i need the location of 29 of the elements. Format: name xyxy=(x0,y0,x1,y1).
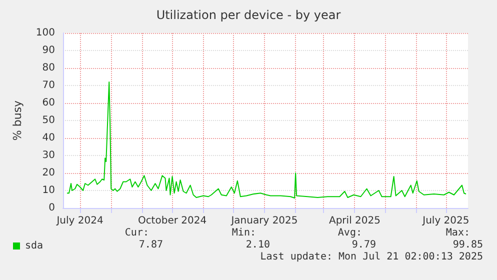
y-tick-label: 0 xyxy=(48,202,55,214)
text: 7.87 xyxy=(138,240,163,250)
y-tick-label: 90 xyxy=(42,45,55,56)
text: Last update: Mon Jul 21 02:00:13 2025 xyxy=(260,252,483,262)
x-tick-label: April 2025 xyxy=(328,216,380,226)
y-tick-label: 20 xyxy=(42,168,55,178)
text: Avg: xyxy=(338,228,362,238)
text: 2.10 xyxy=(246,240,270,250)
y-tick-label: 100 xyxy=(36,28,55,38)
y-tick-label: 10 xyxy=(42,185,55,196)
text: Max: xyxy=(446,228,470,238)
y-tick-label: 40 xyxy=(42,132,55,144)
x-tick-label: October 2024 xyxy=(138,216,207,226)
x-tick-label: July 2025 xyxy=(422,216,470,226)
text: Min: xyxy=(232,228,256,238)
y-tick-label: 30 xyxy=(42,150,55,161)
y-axis-title: % busy xyxy=(11,100,24,141)
y-tick-label: 60 xyxy=(42,98,55,108)
text: Cur: xyxy=(124,228,149,238)
chart-title: Utilization per device - by year xyxy=(156,8,341,22)
x-tick-label: July 2024 xyxy=(56,216,104,226)
y-tick-label: 70 xyxy=(42,80,55,91)
line-series xyxy=(66,82,466,199)
y-tick-label: 50 xyxy=(42,115,55,126)
text: 9.79 xyxy=(352,240,376,250)
y-tick-label: 80 xyxy=(42,62,55,74)
text: 99.85 xyxy=(452,240,483,250)
legend-label: sda xyxy=(25,240,44,252)
x-tick-label: January 2025 xyxy=(230,216,298,226)
